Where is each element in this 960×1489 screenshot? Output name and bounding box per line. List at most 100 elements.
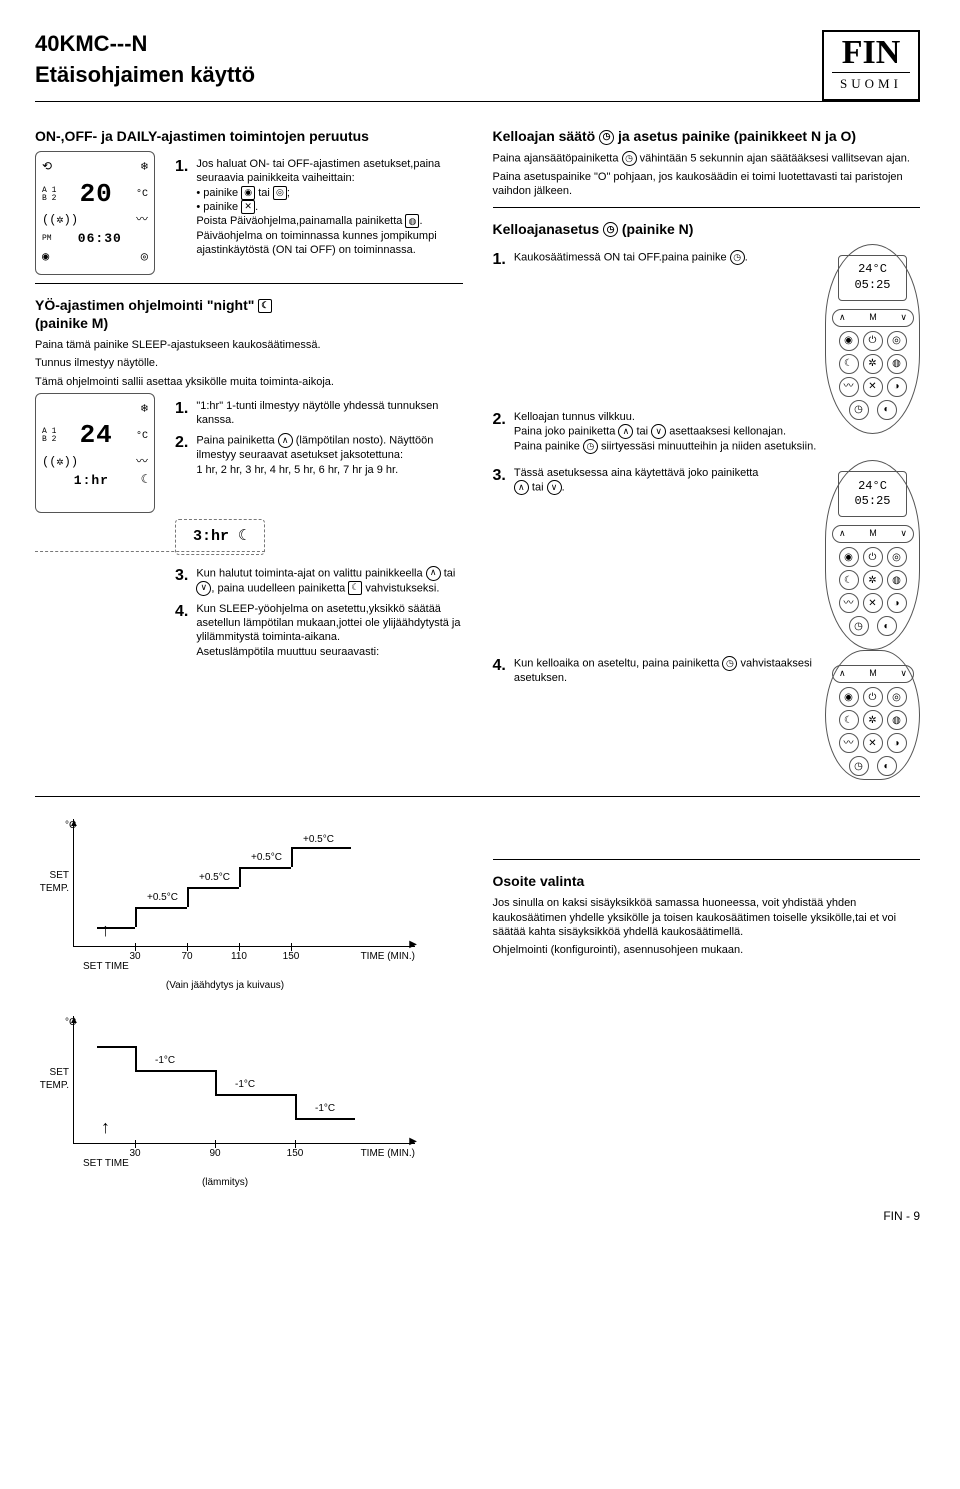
- addr-p1: Jos sinulla on kaksi sisäyksikköä samass…: [493, 896, 921, 939]
- remote-screen: 24°C 05:25: [838, 255, 907, 301]
- auto-icon: ⟲: [42, 160, 52, 176]
- c2f: siirtyessäsi minuutteihin ja niiden aset…: [601, 441, 816, 453]
- bottom-columns: ▲ ▶ °C SET TEMP. TIME (MIN.) ↑ SET TIME …: [35, 809, 920, 1189]
- snow-icon: ❄: [141, 402, 148, 418]
- p1b: • painike: [196, 187, 238, 199]
- remote-btn: ✲: [863, 570, 883, 590]
- remote-time: 05:25: [854, 278, 890, 294]
- y-axis: [73, 1016, 74, 1144]
- remote-btn: ☾: [839, 570, 859, 590]
- n2a: Paina painiketta: [196, 435, 274, 447]
- clock-step3-row: 3. Tässä asetuksessa aina käytettävä jok…: [493, 460, 921, 650]
- chart1-ylab: SET TEMP.: [35, 869, 69, 895]
- c4-num: 4.: [493, 656, 506, 677]
- clock-icon: ◷: [730, 250, 745, 265]
- night-intro1: Paina tämä painike SLEEP-ajastukseen kau…: [35, 338, 463, 352]
- clock-p2: Paina asetuspainike "O" pohjaan, jos kau…: [493, 170, 921, 199]
- remote-btn: 〰: [839, 593, 859, 613]
- clock-p1: Paina ajansäätöpainiketta ◷ vähintään 5 …: [493, 151, 921, 166]
- c3a: Tässä asetuksessa aina käytettävä joko p…: [514, 467, 759, 479]
- c2e: Paina painike: [514, 441, 580, 453]
- panel2-temp: 24: [80, 419, 113, 453]
- heading-night-text: YÖ-ajastimen ohjelmointi "night": [35, 297, 254, 313]
- n3a: Kun halutut toiminta-ajat on valittu pai…: [196, 567, 422, 579]
- addr-p2: Ohjelmointi (konfigurointi), asennusohje…: [493, 943, 921, 957]
- chart2-xunit: TIME (MIN.): [361, 1147, 415, 1160]
- x-tick: 30: [129, 1147, 140, 1160]
- ab-indicator: A 1B 2: [42, 187, 56, 203]
- heading-clockset-suffix: (painike N): [622, 221, 694, 237]
- remote-btn: ◎: [887, 331, 907, 351]
- c3end: .: [562, 482, 565, 494]
- heating-step-chart: ▲ ▶ °C SET TEMP. TIME (MIN.) ↑ SET TIME …: [35, 1016, 415, 1166]
- n3b: tai: [444, 567, 456, 579]
- c2a: Kelloajan tunnus vilkkuu.: [514, 411, 635, 423]
- remote-btn: ◷: [849, 616, 869, 636]
- clock-step2-row: 2. Kelloajan tunnus vilkkuu. Paina joko …: [493, 404, 921, 460]
- panel1-unit: °C: [136, 188, 148, 201]
- chart2-caption: (lämmitys): [35, 1176, 415, 1189]
- remote-btn: ⏻: [863, 331, 883, 351]
- clock-icon: ◷: [722, 656, 737, 671]
- display-panel-1: ⟲❄ A 1B 2 20 °C ((✲))〰 PM 06:30 ◉◎: [35, 151, 155, 274]
- c2c: tai: [636, 426, 648, 438]
- remote-sketch-3: ∧M∨ ◉⏻◎ ☾✲◍ 〰✕◑ ◷◐: [825, 650, 920, 780]
- chart1-yunit: °C: [65, 819, 76, 832]
- step-label: +0.5°C: [251, 851, 282, 864]
- down-icon: ∨: [547, 480, 562, 495]
- remote-temp: 24°C: [858, 479, 887, 495]
- heading-clockset: Kelloajanasetus ◷ (painike N): [493, 220, 921, 238]
- cancel-icon: ✕: [241, 200, 255, 214]
- timer-on-icon: ◉: [42, 250, 49, 266]
- p1a: Jos haluat ON- tai OFF-ajastimen asetuks…: [196, 158, 440, 184]
- remote-m-row: ∧M∨: [832, 665, 914, 683]
- x-tick: 30: [129, 950, 140, 963]
- set-time-arrow: ↑: [101, 921, 110, 939]
- panel1-time: 06:30: [78, 231, 122, 248]
- suomi-label: SUOMI: [832, 72, 910, 93]
- left-column: ON-,OFF- ja DAILY-ajastimen toimintojen …: [35, 117, 463, 780]
- divider: [35, 796, 920, 797]
- heading-night: YÖ-ajastimen ohjelmointi "night" ☾ (pain…: [35, 296, 463, 332]
- swing-icon: 〰: [136, 455, 148, 471]
- remote-temp: 24°C: [858, 262, 887, 278]
- up-icon: ∧: [514, 480, 529, 495]
- snow-icon: ❄: [141, 160, 148, 176]
- step-1-num: 1.: [175, 157, 188, 178]
- n4a: Kun SLEEP-yöohjelma on asetettu,yksikkö …: [196, 603, 460, 644]
- cancel-text: 1. Jos haluat ON- tai OFF-ajastimen aset…: [175, 151, 463, 263]
- remote-btn: ◑: [887, 593, 907, 613]
- divider: [493, 859, 921, 860]
- fin-label: FIN: [832, 36, 910, 70]
- remote-btn: ◉: [839, 687, 859, 707]
- page-header: 40KMC---N Etäisohjaimen käyttö FIN SUOMI: [35, 30, 920, 102]
- language-badge: FIN SUOMI: [822, 30, 920, 101]
- n3c: , paina uudelleen painiketta: [211, 582, 345, 594]
- heading-night-suffix: (painike M): [35, 315, 108, 331]
- remote-btn: ✕: [863, 377, 883, 397]
- x-axis: [73, 946, 415, 947]
- p1c: • painike: [196, 201, 238, 213]
- panel2-bot: 1:hr: [74, 473, 109, 490]
- remote-btn: ◑: [887, 377, 907, 397]
- c1end: .: [745, 251, 748, 263]
- r-p1a: Paina ajansäätöpainiketta: [493, 152, 619, 164]
- remote-btn: ✕: [863, 593, 883, 613]
- up-icon: ∧: [278, 433, 293, 448]
- chart2-settime: SET TIME: [83, 1157, 129, 1170]
- x-tick: 90: [209, 1147, 220, 1160]
- remote-btn: ◍: [887, 710, 907, 730]
- c2b: Paina joko painiketta: [514, 426, 616, 438]
- panel2-unit: °C: [136, 430, 148, 443]
- heading-clock: Kelloajan säätö ◷ ja asetus painike (pai…: [493, 127, 921, 145]
- heading-clockset-text: Kelloajanasetus: [493, 221, 600, 237]
- header-left: 40KMC---N Etäisohjaimen käyttö: [35, 30, 255, 89]
- ab-indicator: A 1B 2: [42, 428, 56, 444]
- x-tick: 70: [181, 950, 192, 963]
- n3-num: 3.: [175, 566, 188, 587]
- address-column: Osoite valinta Jos sinulla on kaksi sisä…: [493, 809, 921, 1189]
- divider: [35, 283, 463, 284]
- remote-btn: ◉: [839, 547, 859, 567]
- remote-btn: ✲: [863, 710, 883, 730]
- divider: [493, 207, 921, 208]
